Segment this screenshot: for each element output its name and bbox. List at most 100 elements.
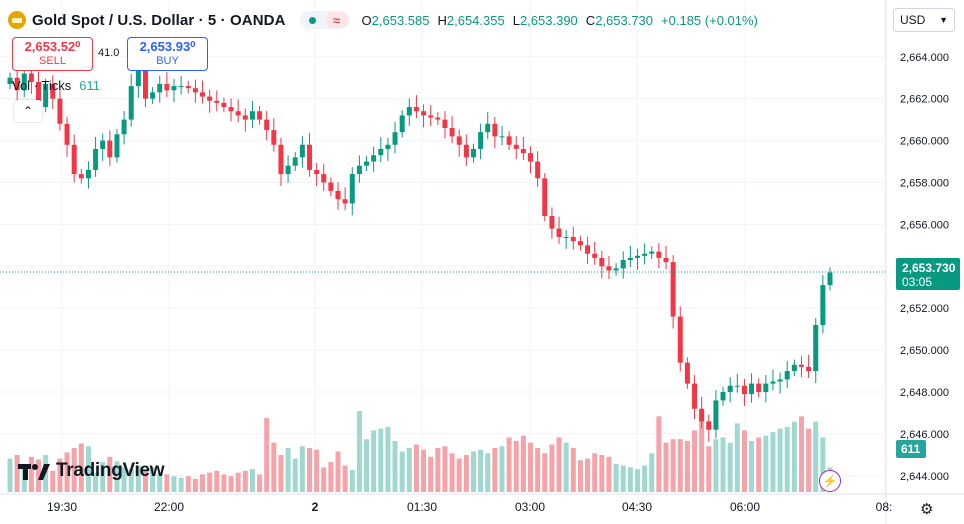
candle-body xyxy=(570,236,576,242)
candle-body xyxy=(606,266,612,271)
candle-body xyxy=(349,174,355,204)
candle-body xyxy=(492,123,498,137)
price-tick-label: 2,664.000 xyxy=(900,52,949,64)
volume-bar xyxy=(171,476,177,492)
candle-body xyxy=(699,408,705,422)
volume-bar xyxy=(28,456,34,492)
price-tick-label: 2,660.000 xyxy=(900,136,949,148)
volume-bar xyxy=(599,455,605,492)
volume-bar xyxy=(371,430,377,492)
candle-body xyxy=(563,236,569,238)
volume-bar xyxy=(798,416,804,492)
volume-bar xyxy=(770,432,776,492)
candle-body xyxy=(221,102,227,108)
volume-bar xyxy=(499,446,505,492)
volume-bar xyxy=(100,462,106,492)
volume-bar xyxy=(342,465,348,492)
candle-body xyxy=(185,86,191,89)
candle-body xyxy=(827,272,833,286)
volume-bar xyxy=(549,444,555,492)
volume-bar xyxy=(741,430,747,492)
sell-button[interactable]: 2,653.52⁰ SELL xyxy=(12,37,93,71)
volume-legend[interactable]: Vol · Ticks 611 xyxy=(12,78,100,93)
currency-value: USD xyxy=(900,13,926,27)
candle-body xyxy=(528,153,534,162)
volume-bar xyxy=(513,440,519,492)
time-tick-label: 04:30 xyxy=(622,500,652,514)
sell-label: SELL xyxy=(39,55,66,67)
candle-body xyxy=(142,69,148,99)
price-tick-label: 2,662.000 xyxy=(900,94,949,106)
candle-body xyxy=(791,364,797,372)
volume-bar xyxy=(592,453,598,492)
market-status[interactable]: ≈ xyxy=(299,11,350,29)
volume-bar xyxy=(535,448,541,492)
candle-body xyxy=(257,111,263,120)
buy-price: 2,653.93⁰ xyxy=(139,39,196,54)
volume-bar xyxy=(556,437,562,492)
volume-bar xyxy=(207,472,213,492)
candle-body xyxy=(806,366,812,372)
time-tick-label: 2 xyxy=(312,500,319,514)
candle-body xyxy=(128,86,134,120)
volume-bar xyxy=(506,437,512,492)
time-axis[interactable]: 19:30 22:00 2 01:30 03:00 04:30 06:00 08: xyxy=(47,500,892,514)
candle-body xyxy=(642,253,648,256)
candle-body xyxy=(278,144,284,175)
volume-bar xyxy=(749,440,755,492)
volume-bar xyxy=(463,455,469,492)
collapse-legend-button[interactable]: ⌃ xyxy=(14,100,42,122)
candle-body xyxy=(321,174,327,183)
buy-label: BUY xyxy=(156,55,179,67)
volume-bar xyxy=(456,458,462,492)
candle-body xyxy=(663,257,669,263)
volume-bar xyxy=(285,448,291,492)
volume-bar xyxy=(271,442,277,492)
lightning-icon[interactable]: ⚡ xyxy=(819,470,841,492)
time-tick-label: 08: xyxy=(876,500,893,514)
time-tick-label: 22:00 xyxy=(154,500,184,514)
volume-bar xyxy=(107,456,113,492)
symbol-title[interactable]: Gold Spot / U.S. Dollar · 5 · OANDA xyxy=(32,11,286,29)
close-label: C xyxy=(585,12,596,28)
candle-body xyxy=(21,73,27,91)
volume-bar xyxy=(613,463,619,492)
gold-icon xyxy=(8,11,26,29)
volume-bar xyxy=(178,477,184,492)
candle-body xyxy=(820,285,826,325)
candle-body xyxy=(535,161,541,179)
volume-bar xyxy=(677,439,683,492)
volume-bar xyxy=(71,448,77,492)
settings-gear-icon[interactable]: ⚙ xyxy=(920,501,934,518)
currency-select[interactable]: USD ▼ xyxy=(893,8,955,32)
price-tick-label: 2,650.000 xyxy=(900,345,949,357)
volume-bar xyxy=(356,411,362,492)
candle-body xyxy=(271,130,277,145)
low-label: L xyxy=(512,12,520,28)
candle-body xyxy=(178,86,184,88)
change-value: +0.185 (+0.01%) xyxy=(661,12,758,28)
volume-bar xyxy=(806,428,812,492)
candle-body xyxy=(157,84,163,93)
tradingview-logo[interactable]: TradingView xyxy=(18,460,165,482)
candle-body xyxy=(542,178,548,216)
volume-bar xyxy=(442,446,448,492)
volume-bar xyxy=(121,467,127,492)
candle-body xyxy=(100,140,106,149)
volume-bar xyxy=(150,467,156,492)
volume-bar xyxy=(406,448,412,492)
volume-bar xyxy=(478,449,484,492)
price-tick-label: 2,652.000 xyxy=(900,303,949,315)
volume-bar xyxy=(684,440,690,492)
volume-bar xyxy=(784,426,790,492)
volume-bar xyxy=(7,458,13,492)
candle-body xyxy=(14,77,20,91)
volume-bar xyxy=(392,440,398,492)
volume-bar xyxy=(14,455,20,492)
volume-bar xyxy=(78,443,84,492)
candle-body xyxy=(741,385,747,395)
candle-body xyxy=(335,190,341,200)
buy-button[interactable]: 2,653.93⁰ BUY xyxy=(127,37,208,71)
volume-bar xyxy=(378,428,384,492)
